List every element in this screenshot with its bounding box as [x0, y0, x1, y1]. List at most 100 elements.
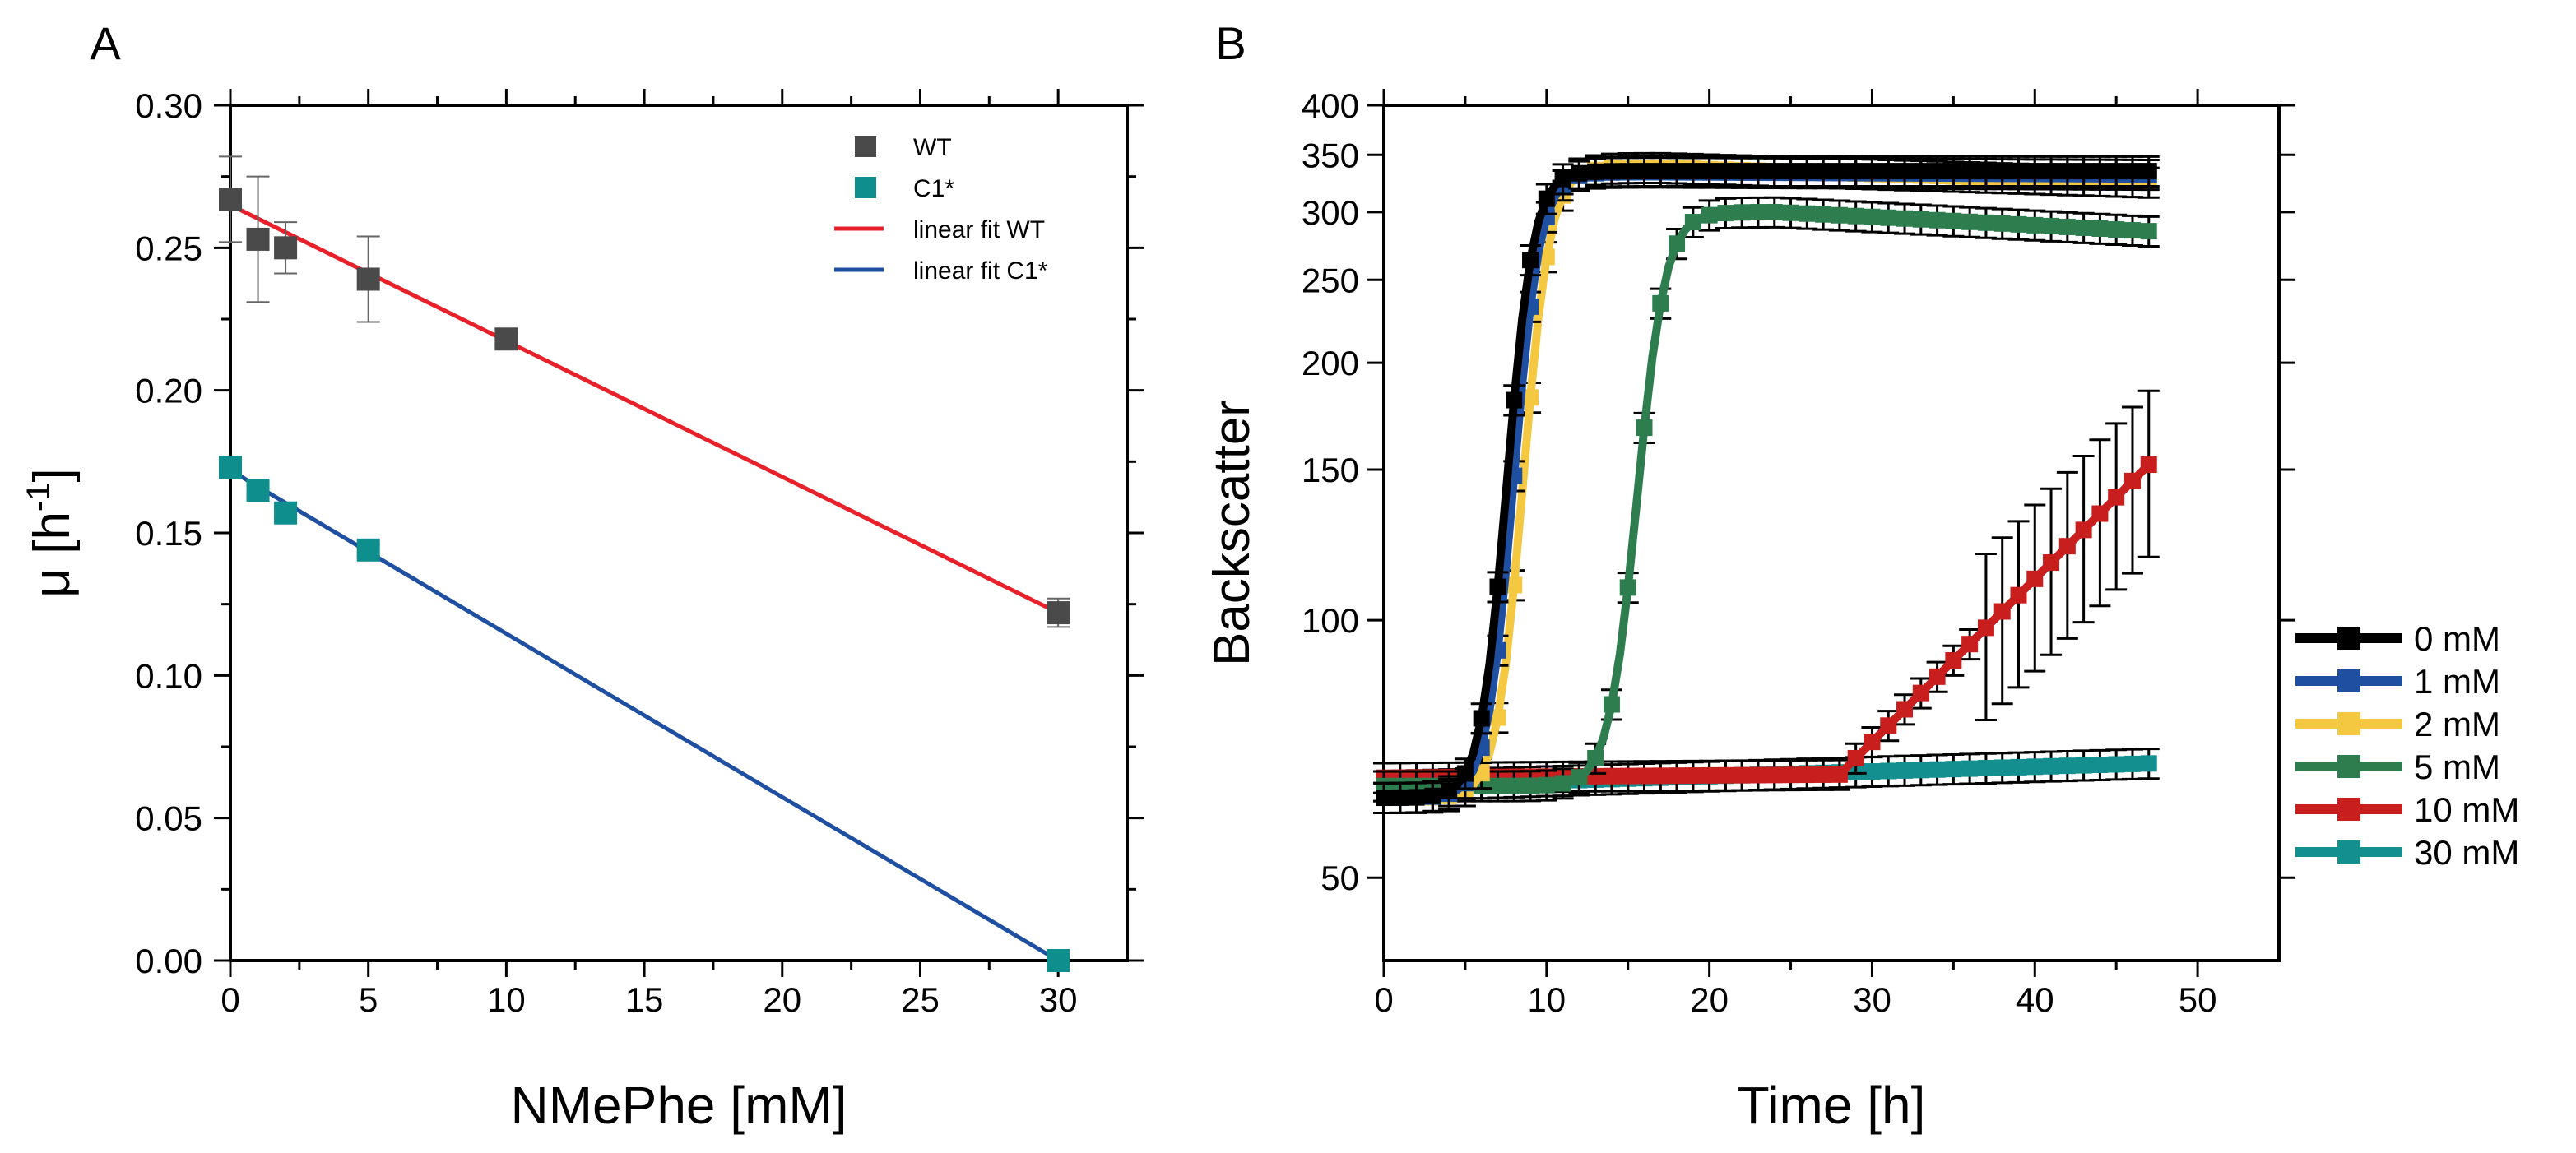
legend-label-b: 30 mM: [2414, 833, 2519, 872]
series-marker-4: [1945, 651, 1962, 669]
series-marker-0: [1587, 163, 1604, 180]
legend-marker-a: [855, 136, 876, 157]
series-marker-3: [1717, 205, 1734, 222]
x-tick-label-a: 10: [487, 980, 526, 1019]
series-marker-3: [1506, 777, 1523, 794]
series-marker-4: [1961, 636, 1979, 653]
series-marker-0: [2091, 163, 2109, 180]
series-marker-0: [1864, 163, 1881, 180]
series-marker-0: [1993, 163, 2011, 180]
series-marker-0: [1717, 163, 1734, 180]
series-marker-0: [1603, 163, 1620, 180]
legend-marker-b: [2337, 712, 2360, 735]
series-marker-4: [1831, 766, 1848, 783]
series-marker-5: [2026, 758, 2044, 776]
series-marker-0: [1896, 163, 1914, 180]
series-marker-4: [2043, 554, 2060, 572]
series-marker-0: [1831, 163, 1848, 180]
series-marker-0: [2140, 163, 2157, 180]
series-marker-4: [2075, 521, 2092, 539]
series-marker-0: [1571, 164, 1588, 182]
series-marker-3: [1652, 294, 1669, 312]
x-tick-label-a: 20: [763, 980, 801, 1019]
series-marker-4: [2140, 456, 2157, 474]
series-marker-5: [1896, 762, 1914, 779]
series-marker-5: [2123, 755, 2141, 772]
series-marker-0: [1782, 163, 1799, 180]
series-marker-0: [1538, 190, 1555, 207]
series-marker-4: [2123, 472, 2141, 489]
series-marker-3: [1929, 211, 1946, 229]
series-marker-0: [1441, 782, 1458, 799]
series-marker-0: [1912, 163, 1929, 180]
series-marker-5: [1961, 760, 1979, 777]
series-marker-4: [2010, 586, 2027, 604]
series-marker-0: [1977, 163, 1994, 180]
series-marker-0: [1636, 163, 1653, 180]
data-point-0: [356, 267, 380, 291]
series-marker-4: [2091, 505, 2109, 522]
series-marker-0: [1701, 163, 1718, 180]
series-marker-0: [2058, 163, 2076, 180]
series-marker-0: [2108, 163, 2125, 180]
series-marker-0: [1408, 789, 1425, 806]
data-point-0: [274, 236, 298, 260]
series-marker-5: [2075, 757, 2092, 774]
data-point-1: [1047, 949, 1070, 972]
data-point-1: [274, 501, 298, 525]
y-tick-label-b: 100: [1302, 601, 1359, 640]
data-point-0: [219, 188, 242, 211]
series-marker-4: [2108, 489, 2125, 506]
series-marker-0: [1376, 790, 1392, 807]
series-marker-5: [2091, 757, 2109, 774]
x-tick-label-b: 50: [2179, 980, 2217, 1019]
series-marker-3: [1977, 214, 1994, 231]
y-axis-label-b: Backscatter: [1204, 400, 1260, 666]
series-marker-3: [1636, 419, 1653, 437]
series-marker-0: [1945, 163, 1962, 180]
y-tick-label-b: 150: [1302, 451, 1359, 489]
x-axis-label-a: NMePhe [mM]: [511, 1076, 847, 1135]
series-marker-4: [1619, 767, 1636, 785]
series-marker-3: [1782, 204, 1799, 221]
panel-label-a: A: [90, 17, 121, 69]
y-tick-label-a: 0.20: [135, 372, 202, 410]
data-point-0: [246, 227, 270, 251]
y-axis-label-a: μ [h-1]: [21, 468, 81, 597]
legend-marker-a: [855, 177, 876, 198]
x-axis-label-b: Time [h]: [1738, 1076, 1926, 1135]
y-axis-label-main-a: μ [h: [24, 512, 81, 598]
series-marker-3: [1831, 206, 1848, 224]
series-marker-0: [1880, 163, 1897, 180]
series-marker-5: [2058, 757, 2076, 775]
x-tick-label-a: 0: [220, 980, 239, 1019]
series-marker-4: [1749, 766, 1766, 784]
series-marker-4: [1587, 767, 1604, 785]
data-point-0: [1047, 601, 1070, 625]
series-marker-0: [2043, 163, 2060, 180]
series-marker-5: [1993, 759, 2011, 776]
legend-marker-b: [2337, 755, 2360, 778]
x-tick-label-a: 25: [901, 980, 940, 1019]
y-axis-label-end-a: ]: [24, 468, 81, 482]
x-tick-label-a: 15: [625, 980, 664, 1019]
y-tick-label-a: 0.30: [135, 86, 202, 125]
series-marker-0: [1522, 252, 1539, 269]
y-tick-label-a: 0.25: [135, 229, 202, 267]
series-marker-3: [1993, 215, 2011, 232]
series-marker-0: [2075, 163, 2092, 180]
series-marker-3: [2010, 215, 2027, 233]
data-point-1: [246, 479, 270, 502]
series-marker-4: [2026, 570, 2044, 587]
series-marker-3: [1701, 206, 1718, 224]
series-marker-4: [1912, 684, 1929, 702]
y-axis-label-sup-a: -1: [21, 483, 57, 512]
y-tick-label-b: 300: [1302, 193, 1359, 232]
legend-label-a: C1*: [913, 175, 954, 202]
series-marker-0: [2123, 163, 2141, 180]
legend-label-a: linear fit WT: [913, 216, 1045, 243]
x-tick-label-b: 30: [1853, 980, 1891, 1019]
legend-marker-b: [2337, 840, 2360, 864]
series-marker-0: [1473, 710, 1490, 727]
series-marker-3: [1847, 207, 1864, 225]
